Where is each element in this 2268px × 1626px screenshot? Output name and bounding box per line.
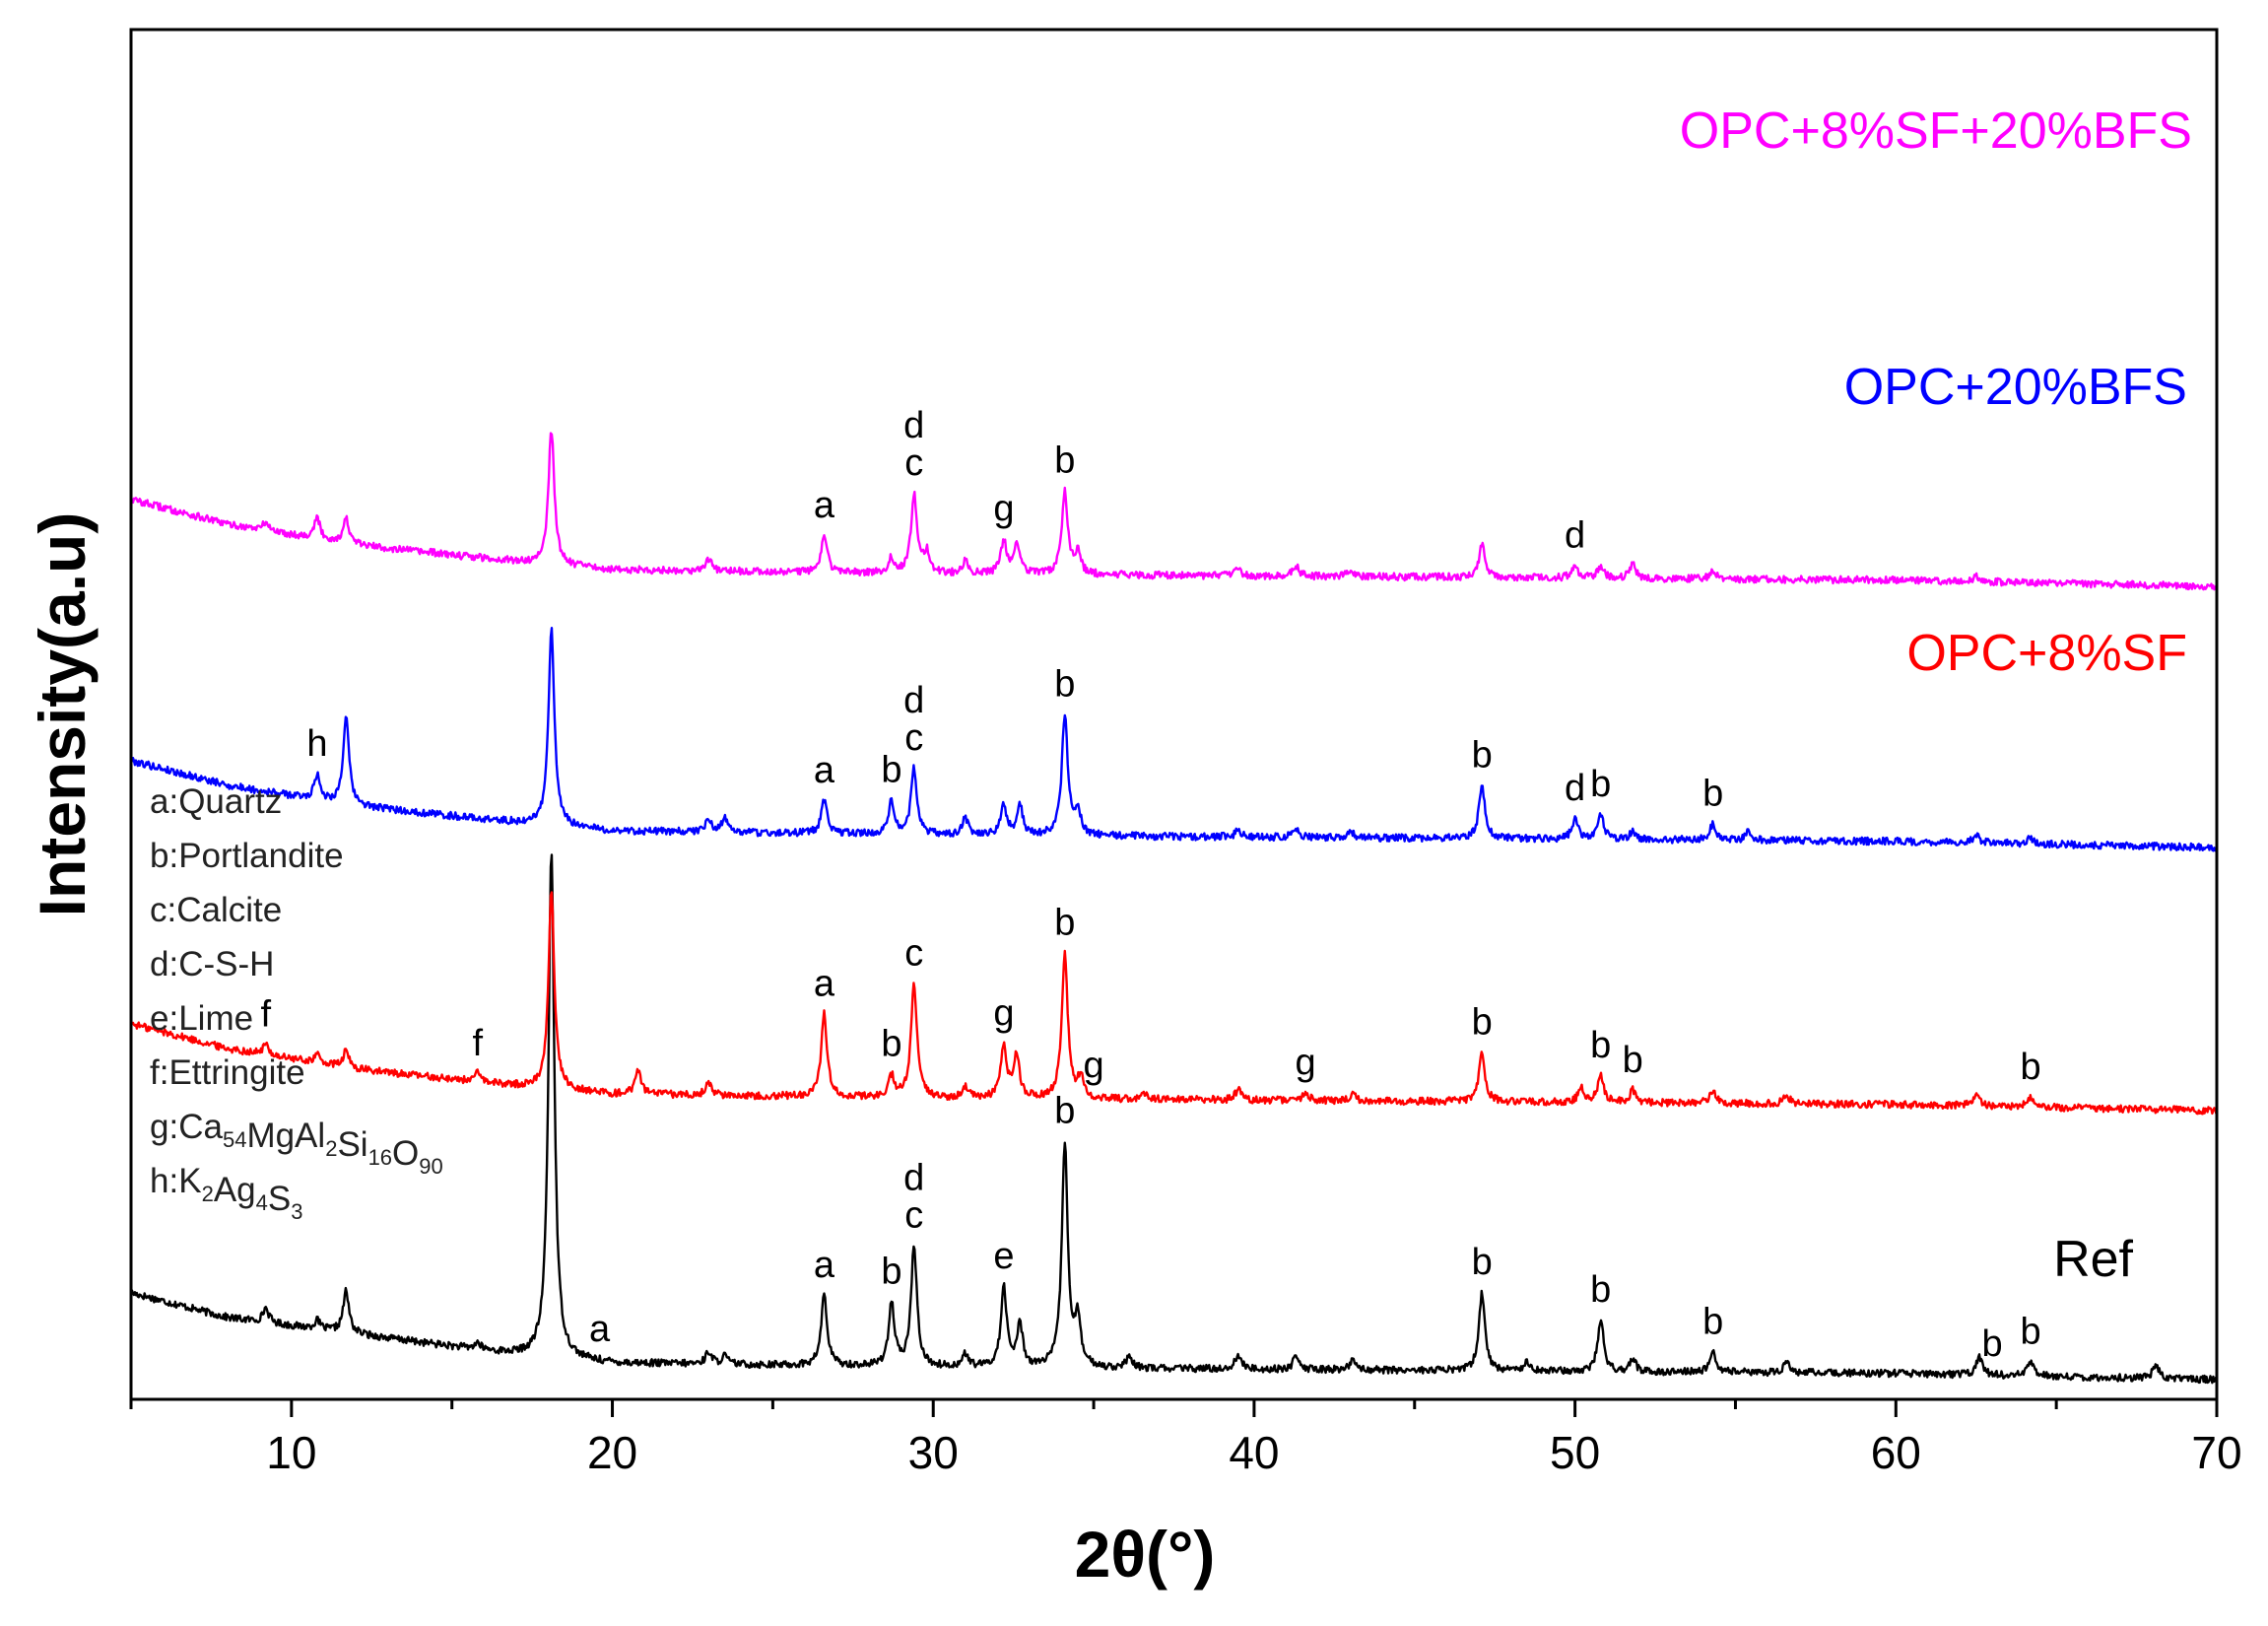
peak-label: d: [903, 680, 924, 721]
peak-label: a: [589, 1309, 611, 1350]
legend-item: b:Portlandite: [150, 837, 344, 875]
peak-label: b: [2021, 1047, 2041, 1088]
peak-label: b: [881, 1024, 901, 1065]
peak-label: b: [1054, 440, 1075, 481]
legend-item: e:Lime: [150, 999, 253, 1038]
x-tick-label: 60: [1871, 1427, 1921, 1478]
peak-label: d: [1565, 768, 1585, 809]
peak-label: b: [1472, 1242, 1493, 1283]
peak-label: b: [1623, 1040, 1643, 1081]
series-label-layer: Ref OPC+8%SF OPC+20%BFS OPC+8%SF+20%BFS: [1680, 102, 2192, 1288]
peak-label: g: [993, 489, 1014, 530]
legend-item: a:Quartz: [150, 782, 282, 821]
series-layer: [129, 432, 2218, 1385]
plot-frame: [129, 28, 2219, 1401]
series-label: OPC+8%SF: [1906, 625, 2187, 682]
peak-label: b: [881, 1251, 901, 1292]
peak-label: g: [993, 993, 1014, 1035]
peak-label: c: [904, 933, 923, 975]
peak-label: f: [472, 1023, 483, 1064]
peak-label: h: [306, 723, 327, 765]
peak-label: b: [881, 749, 901, 790]
series-trace: [129, 891, 2218, 1116]
peak-label: b: [1472, 1002, 1493, 1044]
peak-label: b: [1054, 663, 1075, 705]
x-tick-label: 40: [1229, 1427, 1279, 1478]
x-tick-label: 30: [908, 1427, 959, 1478]
peak-label: b: [1590, 1025, 1611, 1066]
peak-label: c: [904, 1194, 923, 1236]
legend-item: g:Ca54MgAl2Si16O90: [150, 1108, 443, 1179]
peak-label: a: [814, 750, 835, 791]
peak-label: b: [1472, 734, 1493, 776]
peak-label: g: [1084, 1046, 1104, 1087]
series-label: OPC+20%BFS: [1844, 359, 2187, 416]
y-axis-title: Intensity(a.u): [26, 512, 99, 917]
series-trace: [129, 853, 2218, 1385]
peak-label: b: [1054, 1091, 1075, 1132]
peak-label: f: [261, 994, 272, 1036]
peak-label: c: [904, 717, 923, 759]
peak-label: b: [1590, 764, 1611, 805]
series-label: Ref: [2053, 1231, 2133, 1288]
legend-item: c:Calcite: [150, 891, 282, 929]
peak-label: b: [1702, 774, 1723, 815]
peak-label: d: [903, 1157, 924, 1198]
peak-label: d: [1565, 515, 1585, 557]
x-tick-label: 70: [2191, 1427, 2241, 1478]
peak-label: b: [1590, 1269, 1611, 1311]
x-axis-title: 2θ(°): [1075, 1518, 1216, 1591]
series-trace: [130, 627, 2218, 852]
x-axis: 10 20 30 40 50 60 70: [129, 1399, 2242, 1478]
legend-item: f:Ettringite: [150, 1053, 305, 1092]
legend: a:Quartz b:Portlandite c:Calcite d:C-S-H e:L…: [150, 782, 443, 1224]
peak-label: b: [1702, 1301, 1723, 1342]
x-tick-label: 10: [266, 1427, 316, 1478]
peak-label: b: [2021, 1312, 2041, 1353]
peak-label: g: [1295, 1042, 1315, 1083]
legend-item: h:K2Ag4S3: [150, 1162, 302, 1224]
peak-label: c: [904, 442, 923, 484]
peak-label: b: [1981, 1323, 2002, 1365]
peak-label: a: [814, 485, 835, 526]
peak-label: a: [814, 1245, 835, 1286]
series-trace: [130, 432, 2218, 591]
x-tick-label: 50: [1550, 1427, 1600, 1478]
peak-label: b: [1054, 903, 1075, 944]
peak-label: a: [814, 964, 835, 1005]
peak-label: d: [903, 405, 924, 446]
series-label: OPC+8%SF+20%BFS: [1680, 102, 2192, 160]
x-tick-label: 20: [587, 1427, 637, 1478]
legend-item: d:C-S-H: [150, 945, 274, 983]
peak-label: e: [993, 1236, 1014, 1277]
